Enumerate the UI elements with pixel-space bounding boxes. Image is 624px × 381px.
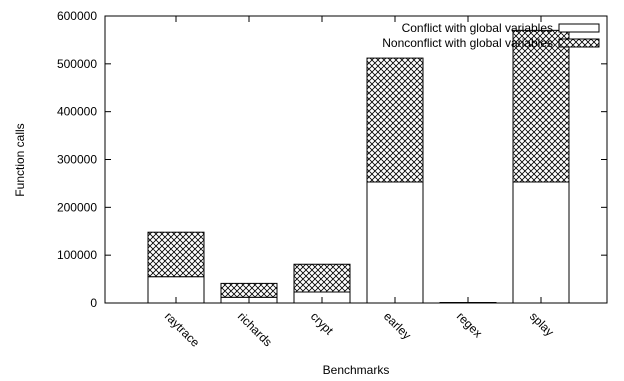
legend-swatch-nonconflict <box>558 38 600 48</box>
x-axis-label: Benchmarks <box>323 363 390 377</box>
y-axis-label: Function calls <box>13 123 27 196</box>
x-tick-label-regex: regex <box>454 309 485 340</box>
x-tick-label-crypt: crypt <box>308 309 337 338</box>
legend-label-conflict: Conflict with global variables <box>402 21 553 35</box>
x-tick-label-splay: splay <box>527 309 557 339</box>
y-tick-label: 0 <box>90 296 97 310</box>
legend-swatch-conflict <box>558 23 600 33</box>
y-tick-label: 100000 <box>57 248 97 262</box>
y-tick-label: 400000 <box>57 105 97 119</box>
legend: Conflict with global variablesNonconflic… <box>382 21 600 50</box>
y-tick-label: 500000 <box>57 57 97 71</box>
bar-crypt-nonconflict <box>293 263 351 293</box>
bar-raytrace-nonconflict <box>147 231 205 278</box>
legend-label-nonconflict: Nonconflict with global variables <box>382 36 553 50</box>
y-tick-label: 200000 <box>57 200 97 214</box>
bar-earley-nonconflict <box>366 57 424 183</box>
bar-earley-conflict <box>366 181 424 304</box>
bar-splay-nonconflict <box>512 29 570 183</box>
x-tick-label-raytrace: raytrace <box>162 309 203 350</box>
bar-richards-nonconflict <box>220 282 278 298</box>
y-tick-label: 300000 <box>57 153 97 167</box>
y-tick-label: 600000 <box>57 9 97 23</box>
bars <box>147 29 570 304</box>
x-tick-label-richards: richards <box>235 309 275 349</box>
bar-splay-conflict <box>512 181 570 304</box>
x-tick-label-earley: earley <box>381 309 414 342</box>
y-axis: 0 100000 200000 300000 400000 500000 600000 <box>57 9 607 310</box>
